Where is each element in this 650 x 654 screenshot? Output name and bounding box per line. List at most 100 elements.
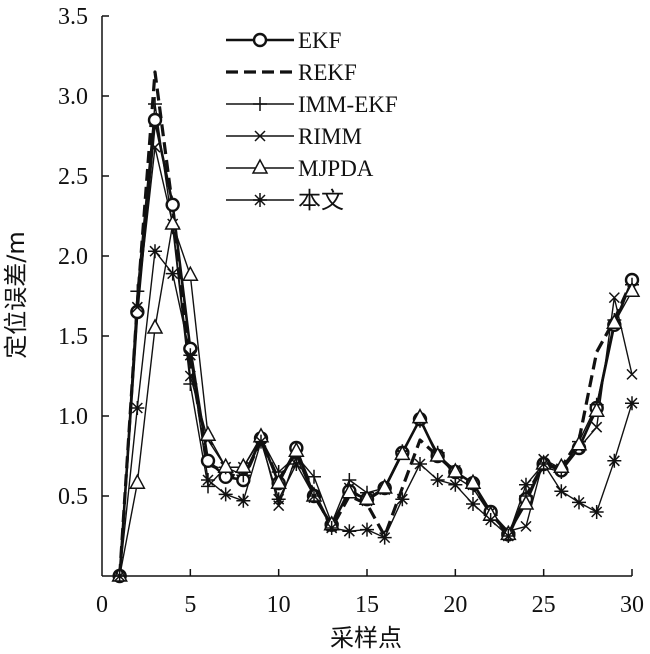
data-point-s4-1 xyxy=(129,473,146,489)
data-point-s0-2 xyxy=(147,112,163,128)
data-point-s4-29 xyxy=(623,281,641,297)
data-point-s5-16 xyxy=(395,492,410,507)
data-point-s4-19 xyxy=(447,462,464,478)
x-tick-label-2: 10 xyxy=(267,592,291,618)
legend-marker-4 xyxy=(251,158,269,174)
data-point-s4-9 xyxy=(270,473,287,489)
series-line-3 xyxy=(119,146,633,577)
x-tick-label-3: 15 xyxy=(355,592,379,618)
data-point-s0-1 xyxy=(130,304,145,320)
data-point-s3-29 xyxy=(626,368,638,380)
data-point-s4-10 xyxy=(288,441,305,457)
y-tick-label-4: 2.5 xyxy=(58,164,88,190)
data-point-s5-24 xyxy=(536,457,551,471)
data-point-s4-6 xyxy=(217,457,234,473)
data-point-s5-1 xyxy=(130,401,145,415)
data-point-s3-4 xyxy=(184,370,196,382)
y-tick-label-0: 0.5 xyxy=(58,484,88,510)
x-tick-label-6: 30 xyxy=(620,592,644,618)
data-point-s4-13 xyxy=(341,483,358,499)
legend-label-1: REKF xyxy=(298,60,357,85)
legend: EKF REKF IMM-EKF RIMM MJPDA 本文 xyxy=(226,28,398,213)
data-point-s2-4 xyxy=(183,377,198,391)
data-point-s0-3 xyxy=(165,197,180,213)
y-axis-label: 定位误差/m xyxy=(2,231,30,358)
data-point-s0-5 xyxy=(200,453,216,468)
y-tick-label-2: 1.5 xyxy=(58,324,88,350)
x-tick-label-4: 20 xyxy=(443,592,467,618)
data-point-s3-28 xyxy=(608,292,620,304)
data-point-s2-2 xyxy=(148,97,162,111)
data-point-s4-14 xyxy=(358,489,376,505)
data-point-s5-29 xyxy=(625,396,639,411)
data-point-s5-4 xyxy=(183,348,198,363)
data-point-s5-6 xyxy=(218,487,233,502)
series-line-5 xyxy=(119,250,633,577)
tick-labels: 0 5 10 15 20 25 30 0.5 1.0 1.5 2.0 2.5 3.0 3.5 xyxy=(58,4,644,618)
legend-label-2: IMM-EKF xyxy=(298,92,398,117)
data-point-s5-3 xyxy=(165,266,180,281)
data-point-s4-16 xyxy=(394,444,411,461)
data-point-s3-2 xyxy=(149,141,161,153)
data-point-s5-25 xyxy=(554,484,569,499)
series-line-1 xyxy=(118,70,634,577)
data-point-s5-22 xyxy=(501,529,516,543)
legend-marker-0 xyxy=(252,32,268,48)
data-point-s5-5 xyxy=(201,473,215,487)
data-point-s4-4 xyxy=(182,265,199,281)
legend-label-5: 本文 xyxy=(298,188,344,213)
x-tick-label-0: 0 xyxy=(96,592,108,618)
data-point-s4-15 xyxy=(376,478,393,494)
data-point-s5-26 xyxy=(572,495,586,510)
data-point-s5-11 xyxy=(307,489,321,503)
data-point-s5-17 xyxy=(413,457,427,471)
y-tick-label-1: 1.0 xyxy=(58,404,88,430)
data-point-s3-23 xyxy=(520,520,532,532)
data-point-s4-28 xyxy=(606,313,623,329)
series-lines xyxy=(118,70,634,577)
data-point-s5-7 xyxy=(236,493,251,508)
data-point-s4-3 xyxy=(164,214,181,230)
data-point-s3-27 xyxy=(591,421,603,433)
y-tick-label-6: 3.5 xyxy=(58,4,88,30)
data-point-s4-26 xyxy=(570,435,588,451)
x-tick-label-1: 5 xyxy=(184,592,196,618)
data-point-s5-14 xyxy=(360,522,374,537)
data-point-s4-23 xyxy=(517,494,535,510)
series-markers xyxy=(111,97,641,584)
data-point-s4-25 xyxy=(553,457,570,473)
data-point-s5-2 xyxy=(148,244,162,259)
legend-label-4: MJPDA xyxy=(298,156,374,181)
data-point-s2-1 xyxy=(130,284,145,299)
data-point-s4-20 xyxy=(464,473,482,489)
data-point-s4-17 xyxy=(411,408,429,424)
series-line-2 xyxy=(119,103,633,577)
data-point-s5-15 xyxy=(377,530,392,545)
y-tick-label-5: 3.0 xyxy=(58,84,88,110)
data-point-s4-7 xyxy=(235,457,252,473)
legend-marker-3 xyxy=(254,130,266,142)
data-point-s3-1 xyxy=(131,301,143,313)
data-point-s5-21 xyxy=(483,513,498,527)
x-axis-label: 采样点 xyxy=(330,624,402,652)
data-point-s4-2 xyxy=(146,318,164,334)
data-point-s5-9 xyxy=(271,492,286,507)
data-point-s5-23 xyxy=(519,477,533,492)
y-tick-label-3: 2.0 xyxy=(58,244,88,270)
data-point-s4-27 xyxy=(588,401,605,417)
data-point-s2-11 xyxy=(307,469,321,484)
data-point-s5-20 xyxy=(466,497,480,511)
legend-label-3: RIMM xyxy=(298,124,362,149)
data-point-s4-5 xyxy=(199,425,217,441)
data-point-s5-18 xyxy=(430,473,445,487)
legend-label-0: EKF xyxy=(298,28,341,53)
data-point-s5-8 xyxy=(254,434,268,449)
data-point-s5-28 xyxy=(607,453,622,468)
data-point-s5-19 xyxy=(448,477,463,492)
data-point-s5-12 xyxy=(324,521,339,535)
data-point-s5-27 xyxy=(589,505,604,519)
data-point-s5-13 xyxy=(342,524,357,539)
legend-marker-5 xyxy=(253,193,267,207)
legend-marker-2 xyxy=(253,97,267,111)
